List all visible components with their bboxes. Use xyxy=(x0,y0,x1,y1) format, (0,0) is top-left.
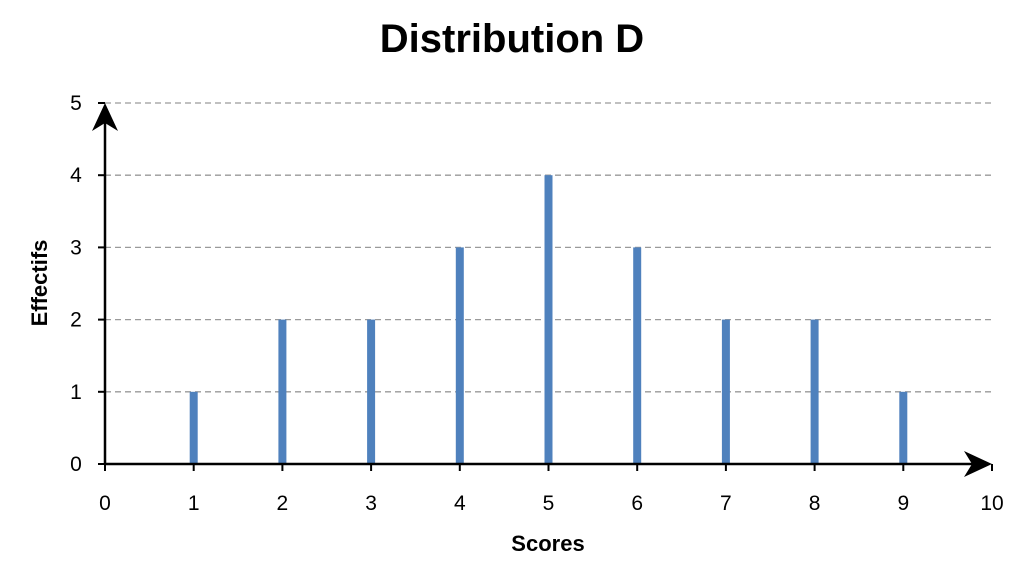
y-tick-label-2: 2 xyxy=(70,309,82,332)
axes xyxy=(92,103,992,477)
bar-5 xyxy=(544,175,553,464)
x-tick-label-9: 9 xyxy=(897,492,909,515)
y-tick-label-0: 0 xyxy=(70,453,82,476)
y-axis-arrow-icon xyxy=(92,103,118,131)
y-tick-label-4: 4 xyxy=(70,164,82,187)
bar-3 xyxy=(367,319,376,464)
bars xyxy=(189,175,908,464)
x-tick-labels: 0 1 2 3 4 5 6 7 8 9 10 xyxy=(99,464,1004,515)
x-tick-label-10: 10 xyxy=(980,492,1003,515)
x-tick-label-3: 3 xyxy=(365,492,377,515)
x-tick-label-2: 2 xyxy=(277,492,289,515)
bar-4 xyxy=(455,247,464,464)
x-axis-arrow-icon xyxy=(964,451,992,477)
x-tick-label-6: 6 xyxy=(631,492,643,515)
bar-6 xyxy=(633,247,642,464)
chart-title: Distribution D xyxy=(380,17,644,61)
y-tick-label-5: 5 xyxy=(70,92,82,115)
x-tick-label-7: 7 xyxy=(720,492,732,515)
x-tick-label-5: 5 xyxy=(543,492,555,515)
bar-7 xyxy=(721,319,730,464)
bar-9 xyxy=(899,391,908,464)
x-tick-label-0: 0 xyxy=(99,492,111,515)
bar-8 xyxy=(810,319,819,464)
x-tick-label-1: 1 xyxy=(188,492,200,515)
y-tick-label-1: 1 xyxy=(70,381,82,404)
bar-2 xyxy=(278,319,287,464)
x-axis-label: Scores xyxy=(511,531,584,556)
bar-1 xyxy=(189,391,198,464)
y-axis-label: Effectifs xyxy=(27,240,52,327)
y-tick-labels: 0 1 2 3 4 5 xyxy=(70,92,105,476)
y-tick-label-3: 3 xyxy=(70,236,82,259)
x-tick-label-4: 4 xyxy=(454,492,466,515)
x-tick-label-8: 8 xyxy=(809,492,821,515)
